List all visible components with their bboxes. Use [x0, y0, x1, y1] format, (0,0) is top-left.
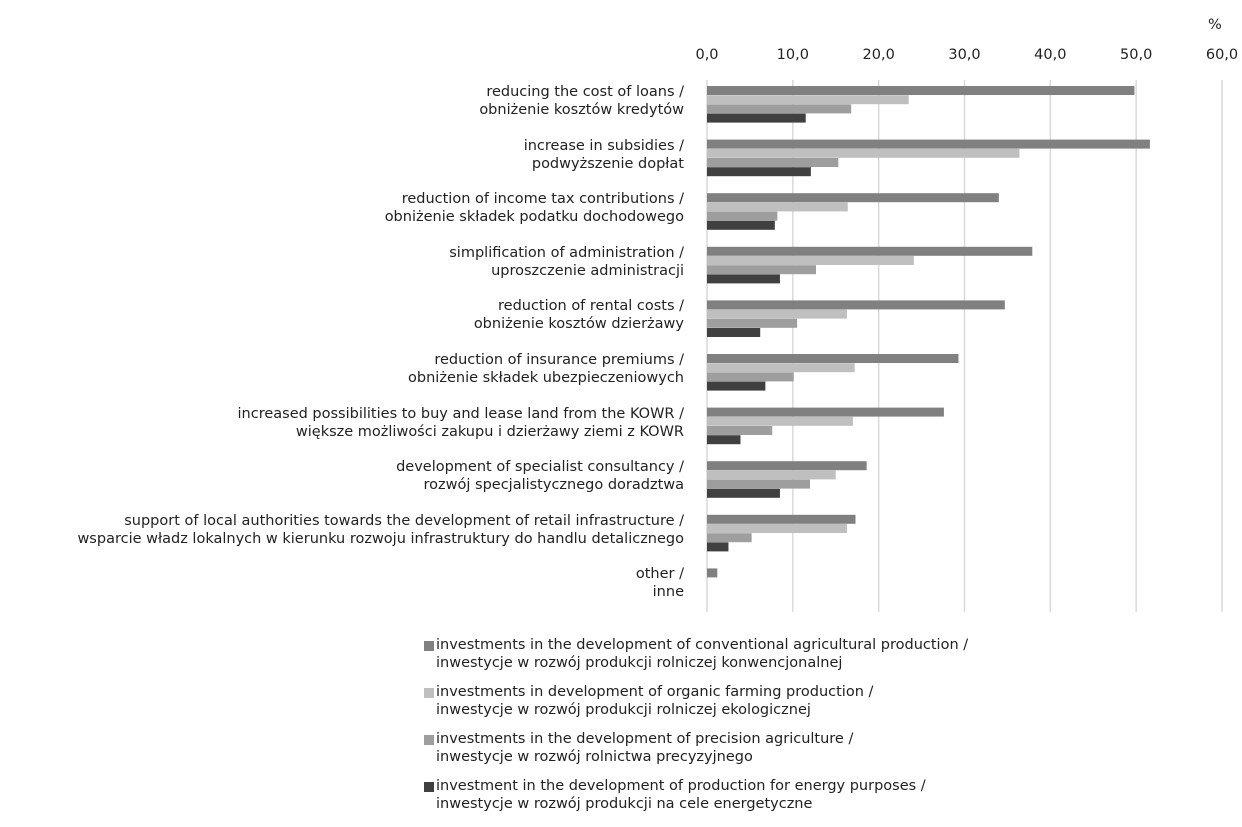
bar-series-3: [707, 372, 794, 382]
bar-chart: [706, 80, 1223, 612]
category-label-line: increased possibilities to buy and lease…: [237, 405, 685, 422]
bar-series-2: [707, 309, 847, 319]
legend-swatch: [424, 735, 434, 745]
legend-label-line: inwestycje w rozwój rolnictwa precyzyjne…: [436, 749, 753, 765]
bar-series-1: [707, 246, 1033, 256]
bar-series-4: [707, 274, 780, 284]
category-label: reduction of rental costs / obniżenie kos…: [0, 297, 684, 333]
category-label-line: other /: [635, 566, 684, 583]
category-label: reducing the cost of loans / obniżenie ko…: [0, 83, 684, 119]
bar-series-2: [707, 470, 836, 480]
legend-label-line: investments in the development of precis…: [436, 731, 854, 747]
category-label: support of local authorities towards the…: [0, 512, 684, 548]
legend-label: investments in the development of precis…: [436, 730, 853, 766]
bars: [707, 86, 1150, 578]
category-label: reduction of insurance premiums / obniżen…: [0, 351, 684, 387]
category-label-line: rozwój specjalistycznego doradztwa: [423, 477, 684, 494]
bar-series-4: [707, 381, 766, 391]
legend-label-line: investments in the development of conven…: [436, 637, 969, 653]
bar-series-3: [707, 211, 778, 221]
bar-series-1: [707, 354, 959, 363]
bar-series-4: [707, 542, 729, 552]
legend-swatch: [424, 641, 434, 651]
category-label-line: support of local authorities towards the…: [124, 512, 684, 529]
bar-series-3: [707, 265, 817, 275]
legend-label-line: inwestycje w rozwój produkcji rolniczej …: [436, 655, 843, 671]
bar-series-2: [707, 202, 848, 212]
category-label-line: reduction of income tax contributions /: [401, 191, 684, 208]
category-label-line: większe możliwości zakupu i dzierżawy zi…: [295, 423, 684, 440]
bar-series-4: [707, 113, 806, 123]
bar-series-2: [707, 256, 914, 265]
x-tick-label: 0,0: [695, 47, 719, 63]
bar-series-1: [707, 139, 1150, 149]
bar-series-1: [707, 407, 944, 417]
x-tick-label: 60,0: [1205, 47, 1239, 63]
category-label-line: obniżenie kosztów kredytów: [479, 102, 684, 118]
bar-series-1: [707, 568, 718, 578]
bar-series-2: [707, 148, 1020, 158]
x-tick-label: 30,0: [948, 47, 981, 63]
category-label-line: obniżenie kosztów dzierżawy: [473, 316, 684, 333]
bar-series-2: [707, 363, 855, 373]
category-label: reduction of income tax contributions / o…: [0, 190, 684, 226]
bar-series-1: [707, 300, 1005, 310]
bar-series-4: [707, 167, 811, 177]
bar-series-3: [707, 533, 752, 543]
bar-series-2: [707, 416, 853, 426]
bar-series-3: [707, 426, 773, 435]
bar-series-3: [707, 158, 839, 167]
category-label-line: inne: [652, 584, 684, 601]
x-tick-label: 50,0: [1120, 47, 1153, 63]
unit-label: %: [1208, 17, 1222, 33]
category-label-line: simplification of administration /: [449, 244, 684, 261]
category-label-line: development of specialist consultancy /: [396, 459, 684, 476]
bar-series-4: [707, 220, 775, 230]
bar-series-4: [707, 435, 741, 445]
x-tick-label: 20,0: [862, 47, 895, 63]
category-label: increased possibilities to buy and lease…: [0, 405, 685, 441]
bar-series-4: [707, 328, 761, 337]
legend-swatch: [424, 688, 434, 698]
x-tick-label: 40,0: [1034, 47, 1067, 63]
bar-series-1: [707, 193, 999, 203]
legend-label: investment in the development of product…: [436, 777, 926, 813]
category-label: other / inne: [0, 565, 684, 601]
category-label-line: reduction of insurance premiums /: [434, 352, 684, 368]
legend-label-line: investments in development of organic fa…: [436, 684, 874, 700]
legend-swatch: [424, 782, 434, 792]
bar-series-3: [707, 318, 798, 328]
category-label-line: obniżenie składek podatku dochodowego: [384, 209, 684, 226]
bar-series-2: [707, 95, 909, 105]
bar-series-4: [707, 488, 780, 498]
legend-label-line: inwestycje w rozwój produkcji na cele en…: [436, 796, 813, 812]
bar-series-1: [707, 86, 1135, 95]
legend-label: investments in the development of conven…: [436, 636, 968, 672]
bar-series-1: [707, 461, 867, 471]
category-label: increase in subsidies / podwyższenie dopł…: [0, 137, 684, 173]
category-label-line: uproszczenie administracji: [491, 262, 684, 279]
bar-series-1: [707, 514, 856, 524]
legend-label: investments in development of organic fa…: [436, 683, 873, 719]
bar-series-3: [707, 104, 852, 114]
legend-label-line: inwestycje w rozwój produkcji rolniczej …: [436, 702, 811, 718]
category-label-line: reduction of rental costs /: [498, 298, 684, 315]
bar-series-3: [707, 479, 810, 489]
legend-label-line: investment in the development of product…: [436, 778, 926, 794]
category-label-line: podwyższenie dopłat: [531, 155, 684, 172]
category-label-line: obniżenie składek ubezpieczeniowych: [408, 370, 684, 386]
category-label: development of specialist consultancy / r…: [0, 458, 684, 494]
category-label-line: increase in subsidies /: [523, 137, 684, 154]
bar-series-2: [707, 524, 847, 533]
category-label-line: wsparcie władz lokalnych w kierunku rozw…: [77, 530, 684, 547]
x-tick-label: 10,0: [776, 47, 809, 63]
category-label: simplification of administration / uprosz…: [0, 244, 684, 280]
category-label-line: reducing the cost of loans /: [486, 84, 684, 100]
